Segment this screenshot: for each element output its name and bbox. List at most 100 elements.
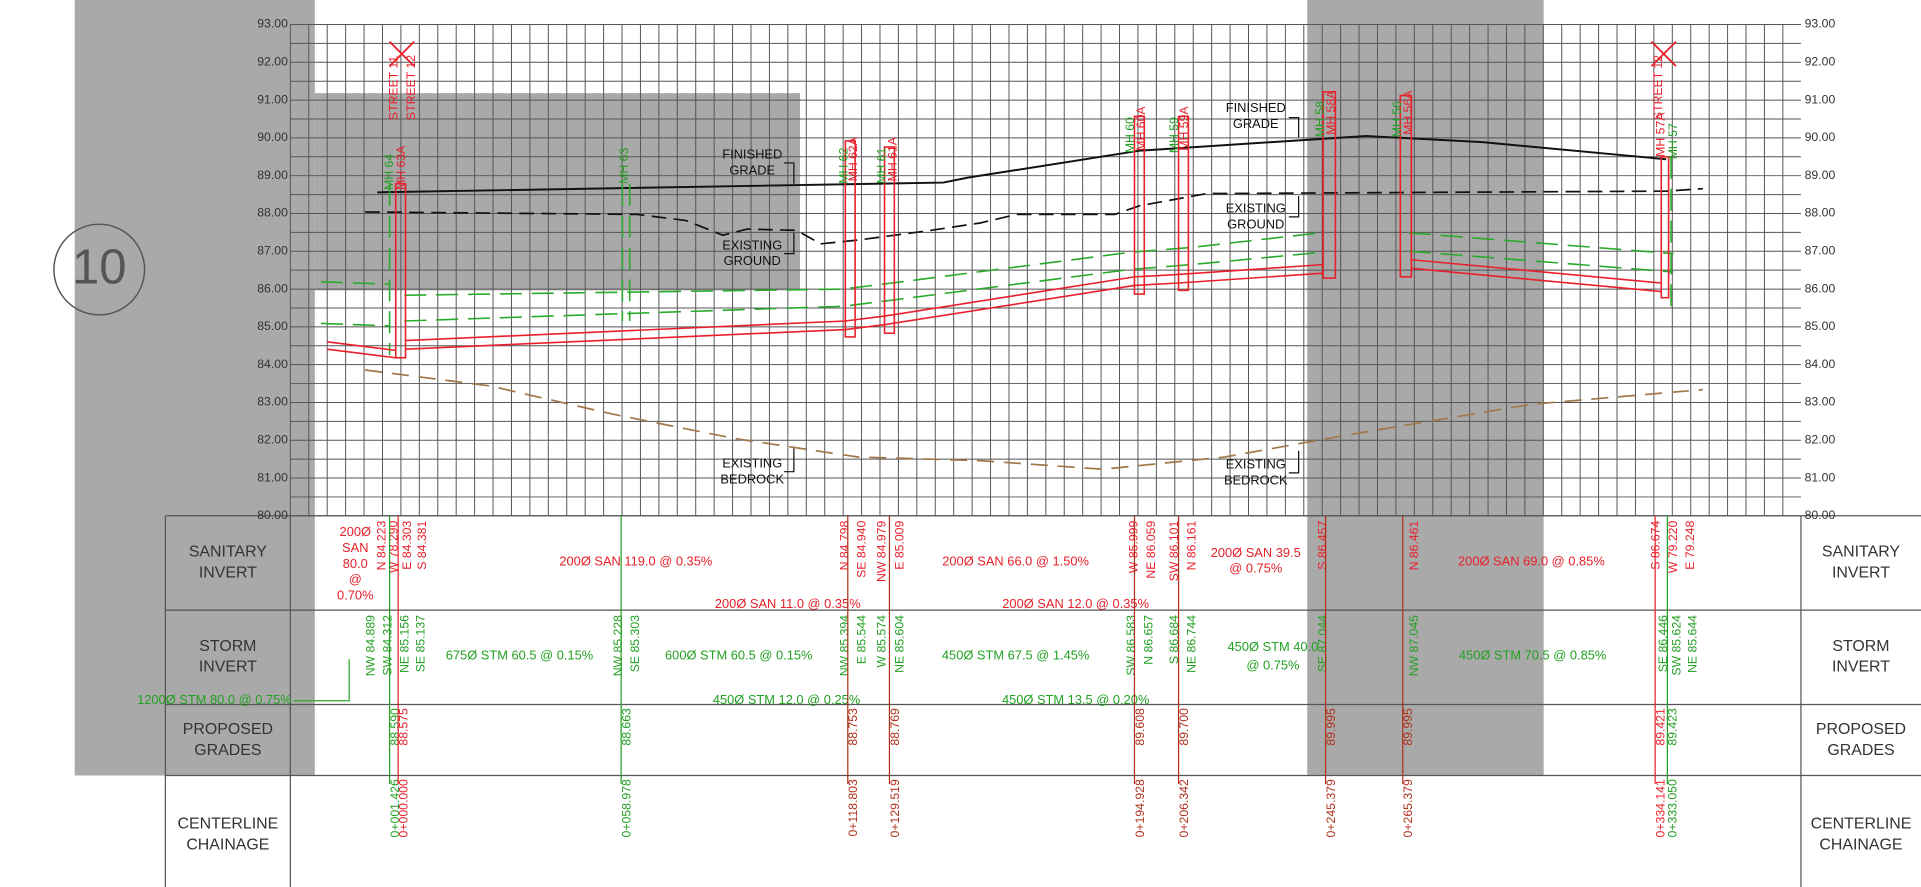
sanitary-invert: S 84.381 <box>415 521 429 570</box>
annotation-line: FINISHED <box>1226 100 1286 115</box>
row-header-line: INVERT <box>1832 565 1890 582</box>
elevation-label: 83.00 <box>257 395 288 409</box>
sanitary-note: 200Ø SAN 39.5 @ 0.75% <box>1211 545 1301 576</box>
storm-invert: NW 84.889 <box>363 615 377 676</box>
row-header-line: GRADES <box>1827 742 1894 759</box>
row-header-line: GRADES <box>194 742 261 759</box>
storm-invert: SW 85.624 <box>1669 615 1683 676</box>
storm-note: 450Ø STM 70.5 @ 0.85% <box>1459 648 1606 663</box>
storm-note-line: 1200Ø STM 80.0 @ 0.75% <box>137 692 292 707</box>
storm-invert: SE 85.303 <box>628 615 642 672</box>
proposed-grade: 88.575 <box>397 708 411 746</box>
storm-note-line: 450Ø STM 13.5 @ 0.20% <box>1002 692 1149 707</box>
elevation-label: 84.00 <box>1805 357 1836 371</box>
sanitary-note-line: 80.0 <box>343 556 368 571</box>
row-header-line: SANITARY <box>1822 544 1900 561</box>
shade-right <box>1307 0 1544 776</box>
chainage: 0+118.803 <box>846 779 860 837</box>
row-header-line: CENTERLINE <box>1811 816 1912 833</box>
sheet-circle <box>53 223 146 316</box>
manhole-label: MH 60A <box>1134 106 1148 151</box>
existing-bedrock <box>364 369 1704 471</box>
row-header: STORM INVERT <box>199 638 257 676</box>
annotation: EXISTING GROUND <box>1226 201 1286 232</box>
annotation-line: BEDROCK <box>1224 473 1288 488</box>
storm-note: 1200Ø STM 80.0 @ 0.75% <box>137 692 292 707</box>
storm-pipes <box>320 156 1674 356</box>
manhole-label: MH 59 <box>1167 117 1181 153</box>
storm-invert: E 85.544 <box>855 615 869 664</box>
sanitary-note-line: 200Ø SAN 39.5 <box>1211 545 1301 560</box>
sanitary-note-line: @ 0.75% <box>1229 561 1282 576</box>
elevation-label: 85.00 <box>257 319 288 333</box>
storm-invert: SW 84.312 <box>381 615 395 676</box>
storm-note: 450Ø STM 67.5 @ 1.45% <box>942 648 1089 663</box>
sanitary-note-line: SAN <box>342 540 368 555</box>
sanitary-note-line: 0.70% <box>337 588 373 603</box>
elevation-label: 84.00 <box>257 357 288 371</box>
elevation-label: 93.00 <box>1805 17 1836 31</box>
sanitary-invert: E 84.303 <box>400 521 414 570</box>
street-label: STREET 12 <box>1651 55 1665 120</box>
storm-note-line: 600Ø STM 60.5 @ 0.15% <box>665 648 812 663</box>
sanitary-invert: N 86.161 <box>1184 520 1198 570</box>
chainage: 0+206.342 <box>1177 779 1191 837</box>
sanitary-invert: W 78.290 <box>387 521 401 574</box>
annotation-line: GRADE <box>1233 116 1279 131</box>
proposed-grade: 89.423 <box>1666 708 1680 746</box>
street-label: STREET 12 <box>404 55 418 120</box>
sanitary-pipes <box>327 91 1670 359</box>
elevation-label: 92.00 <box>1805 55 1836 69</box>
sanitary-invert: NE 86.059 <box>1144 520 1158 578</box>
sanitary-invert: E 79.248 <box>1683 521 1697 570</box>
elevation-label: 88.00 <box>257 206 288 220</box>
proposed-grade: 88.753 <box>846 708 860 746</box>
manhole-label: MH 57A <box>1654 112 1668 157</box>
row-header-line: INVERT <box>1832 659 1890 676</box>
labels: 93.00 93.00 92.00 92.00 91.00 91.00 90.00 90.00… <box>137 17 1911 854</box>
storm-leader <box>294 659 350 702</box>
manhole-label: MH 62 <box>836 148 850 184</box>
sanitary-note: 200Ø SAN 66.0 @ 1.50% <box>942 554 1089 569</box>
street-label: STREET 11 <box>387 56 401 120</box>
annotation-line: EXISTING <box>1226 201 1286 216</box>
storm-invert: NW 87.045 <box>1407 615 1421 676</box>
row-header: PROPOSED GRADES <box>183 721 273 759</box>
storm-invert: NE 86.744 <box>1184 615 1198 673</box>
row-header: CENTERLINE CHAINAGE <box>177 816 278 854</box>
elevation-label: 92.00 <box>257 55 288 69</box>
sanitary-note-line: 200Ø SAN 66.0 @ 1.50% <box>942 554 1089 569</box>
annotation: FINISHED GRADE <box>722 147 782 178</box>
storm-invert: SE 85.137 <box>414 615 428 672</box>
chainage: 0+334.141 <box>1654 779 1668 837</box>
elevation-label: 93.00 <box>257 17 288 31</box>
row-header: STORM INVERT <box>1832 638 1890 676</box>
storm-invert: SE 86.446 <box>1656 615 1670 672</box>
storm-invert: SE 87.044 <box>1315 615 1329 672</box>
proposed-grade: 89.421 <box>1654 708 1668 746</box>
elevation-label: 81.00 <box>1805 470 1836 484</box>
storm-note-line: 450Ø STM 12.0 @ 0.25% <box>713 692 860 707</box>
sanitary-note-line: 200Ø SAN 12.0 @ 0.35% <box>1002 597 1149 612</box>
storm-note-line: 450Ø STM 40.0 <box>1228 639 1319 654</box>
manhole-label: MH 61 <box>874 148 888 184</box>
proposed-grade: 89.995 <box>1401 708 1415 746</box>
annotation-leaders <box>784 117 1300 474</box>
annotation-line: FINISHED <box>722 147 782 162</box>
manhole-label: MH 61A <box>885 136 899 181</box>
sanitary-invert: NW 84.979 <box>874 520 888 581</box>
row-header-line: STORM <box>199 638 256 655</box>
sanitary-invert: N 86.461 <box>1407 520 1421 570</box>
proposed-grade: 88.769 <box>888 708 902 746</box>
grid <box>289 24 1801 517</box>
row-header: SANITARY INVERT <box>189 544 267 582</box>
storm-note-line: 675Ø STM 60.5 @ 0.15% <box>446 648 593 663</box>
sheet-number: 10 <box>72 241 127 295</box>
chainage: 0+058.978 <box>619 779 633 837</box>
row-header-line: CENTERLINE <box>177 816 278 833</box>
storm-note: 450Ø STM 40.0 @ 0.75% <box>1228 639 1319 672</box>
storm-note: 600Ø STM 60.5 @ 0.15% <box>665 648 812 663</box>
elevation-label: 86.00 <box>1805 281 1836 295</box>
